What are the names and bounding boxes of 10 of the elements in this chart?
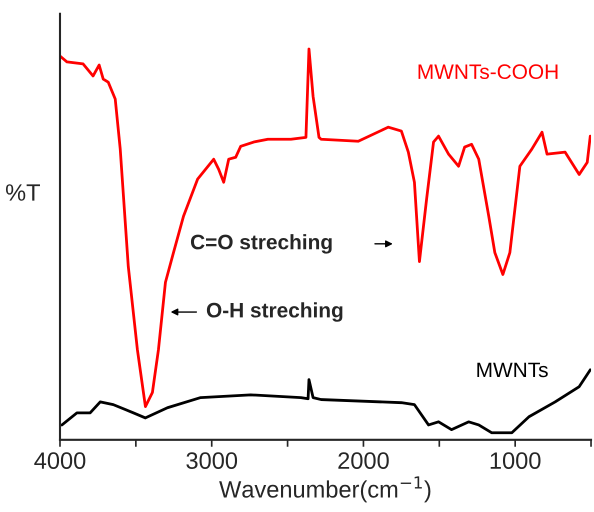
x-axis-title: Wavenumber(cm$^{−1}$) xyxy=(219,476,430,502)
annotation: C=O streching xyxy=(190,234,332,254)
series-label: MWNTs xyxy=(477,362,548,378)
x-tick-label: 4000 xyxy=(34,452,86,469)
annotation: O-H streching xyxy=(206,302,342,322)
y-axis-title: %T xyxy=(6,184,40,201)
text: MWNTs-COOH xyxy=(418,64,558,80)
x-tick-label: 1000 xyxy=(490,452,541,469)
x-tick-label: 3000 xyxy=(186,452,238,469)
x-tick-label: 2000 xyxy=(338,452,389,469)
